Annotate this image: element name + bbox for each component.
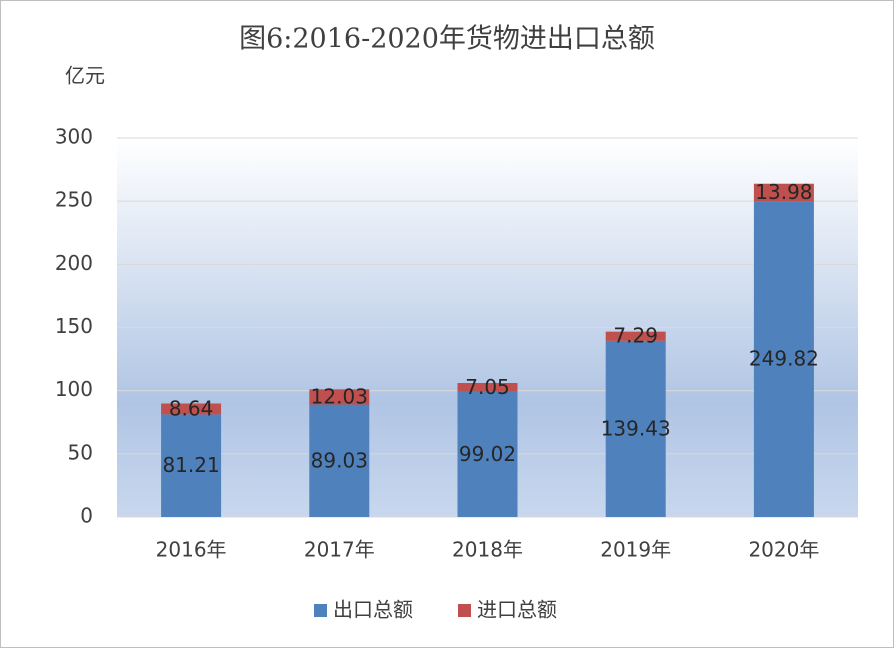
y-tick-label: 300 — [55, 125, 93, 149]
y-tick-label: 150 — [55, 314, 93, 338]
y-tick-label: 250 — [55, 188, 93, 212]
bar-segment — [605, 331, 666, 341]
bar-segment — [309, 389, 370, 405]
bar-segment — [753, 183, 814, 202]
data-label: 7.29 — [613, 324, 658, 348]
data-label: 8.64 — [169, 396, 214, 420]
bar-segment — [605, 340, 666, 517]
legend-swatch — [314, 604, 327, 617]
data-label: 89.03 — [311, 448, 368, 472]
data-label: 139.43 — [601, 416, 671, 440]
bar-segment — [753, 201, 814, 517]
data-label: 7.05 — [465, 375, 510, 399]
data-label: 81.21 — [162, 453, 219, 477]
y-tick-label: 100 — [55, 377, 93, 401]
x-tick-label: 2020年 — [748, 538, 819, 562]
legend-label: 出口总额 — [333, 598, 413, 622]
y-tick-label: 0 — [80, 504, 93, 528]
x-tick-label: 2017年 — [304, 538, 375, 562]
data-label: 249.82 — [749, 347, 819, 371]
y-axis-label: 亿元 — [65, 64, 105, 88]
legend-label: 进口总额 — [477, 598, 557, 622]
x-tick-label: 2019年 — [600, 538, 671, 562]
data-label: 99.02 — [459, 442, 516, 466]
x-tick-label: 2016年 — [156, 538, 227, 562]
y-tick-label: 50 — [68, 440, 93, 464]
y-tick-label: 200 — [55, 251, 93, 275]
bar-segment — [457, 391, 518, 517]
legend-swatch — [458, 604, 471, 617]
bar-segment — [457, 382, 518, 392]
x-tick-label: 2018年 — [452, 538, 523, 562]
bar-segment — [309, 404, 370, 517]
bar-segment — [161, 414, 222, 517]
data-label: 13.98 — [755, 180, 812, 204]
data-label: 12.03 — [311, 384, 368, 408]
bar-segment — [161, 403, 222, 415]
chart-title: 图6:2016-2020年货物进出口总额 — [239, 24, 655, 55]
